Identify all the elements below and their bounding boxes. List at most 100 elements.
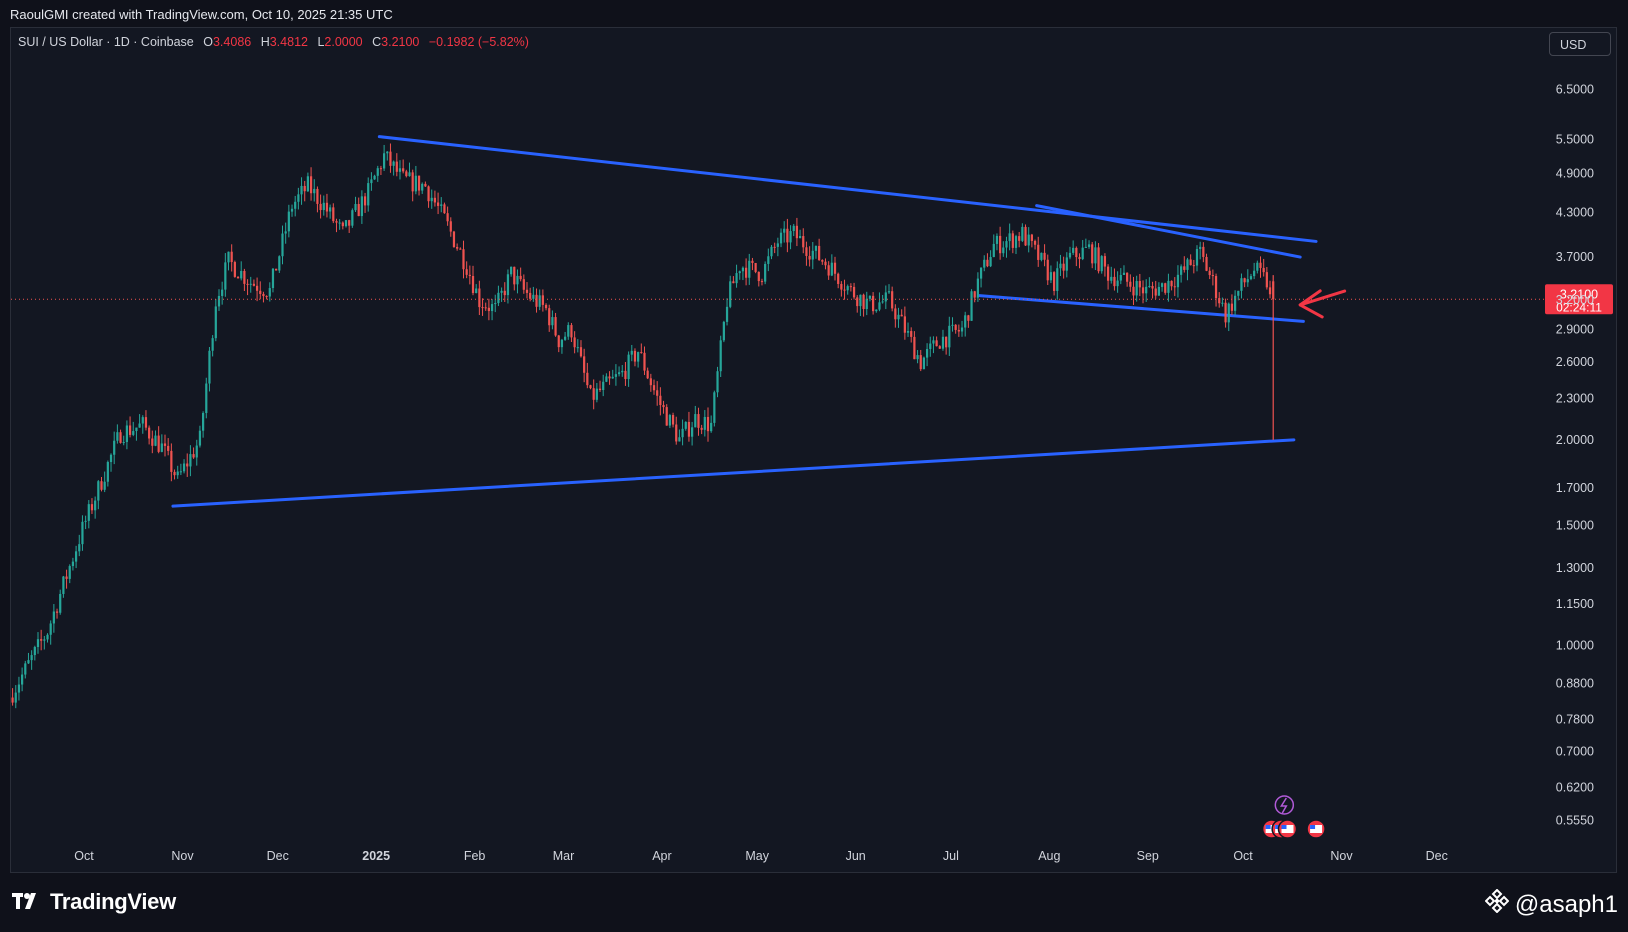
candle-body: [74, 551, 78, 562]
candle-body: [348, 220, 351, 226]
candle-body: [557, 335, 560, 348]
candle-body: [281, 233, 284, 257]
candle-body: [1154, 288, 1157, 296]
candle-body: [1072, 247, 1075, 253]
candle-body: [59, 593, 62, 613]
candle-body: [1056, 268, 1059, 291]
candle-body: [957, 329, 960, 332]
candle-body: [271, 268, 275, 289]
candle-body: [894, 308, 897, 320]
candle-body: [198, 430, 202, 446]
candle-body: [109, 454, 113, 463]
candle-body: [452, 231, 456, 248]
price-tick-label: 3.2000: [1556, 293, 1594, 307]
candle-body: [802, 236, 805, 248]
price-tick-label: 6.5000: [1556, 83, 1594, 97]
candle-body: [827, 265, 830, 276]
candle-body: [522, 279, 525, 290]
candle-body: [1043, 252, 1046, 260]
tradingview-brand[interactable]: TradingView: [12, 889, 176, 915]
candle-body: [1008, 233, 1011, 242]
candle-body: [1202, 246, 1205, 257]
candle-body: [138, 423, 141, 428]
candle-body: [52, 611, 55, 624]
candle-body: [1227, 303, 1230, 323]
candle-body: [630, 350, 633, 355]
candle-body: [62, 576, 65, 594]
candle-body: [430, 197, 433, 202]
candle-body: [382, 153, 386, 169]
candle-body: [903, 316, 906, 333]
price-tick-label: 0.7000: [1556, 745, 1594, 759]
candle-body: [68, 566, 71, 579]
candle-body: [964, 315, 967, 328]
candle-body: [808, 255, 811, 260]
candle-body: [1186, 259, 1189, 270]
candle-body: [201, 413, 205, 431]
candle-body: [421, 183, 424, 191]
candle-body: [182, 463, 186, 472]
candle-body: [465, 269, 468, 275]
candle-body: [1243, 278, 1246, 283]
candle-body: [1024, 226, 1027, 246]
candle-body: [605, 376, 608, 382]
candle-body: [125, 425, 129, 443]
candle-body: [640, 352, 643, 354]
candle-body: [154, 435, 157, 446]
candle-body: [744, 267, 748, 278]
candle-body: [265, 296, 268, 298]
candle-body: [1253, 270, 1256, 277]
candle-body: [456, 247, 459, 249]
candle-body: [167, 445, 170, 451]
currency-button[interactable]: USD: [1549, 32, 1611, 56]
candle-body: [11, 697, 14, 703]
time-tick-label: Aug: [1038, 849, 1060, 863]
candle-body: [662, 405, 665, 408]
candle-body: [751, 260, 754, 263]
candle-body: [999, 235, 1002, 254]
price-tick-label: 0.6200: [1556, 781, 1594, 795]
candle-body: [163, 443, 167, 446]
candle-body: [576, 347, 579, 349]
candle-body: [33, 647, 36, 656]
watermark-handle: @asaph1: [1514, 890, 1618, 918]
candle-body: [275, 268, 278, 271]
candle-body: [687, 421, 691, 437]
candle-body: [1100, 256, 1103, 272]
candles-layer: [11, 143, 1275, 709]
candle-body: [240, 270, 243, 279]
candle-body: [783, 228, 786, 233]
candle-body: [868, 295, 872, 299]
candle-body: [1081, 247, 1084, 260]
time-tick-label: May: [745, 849, 769, 863]
candle-body: [1189, 259, 1192, 266]
candle-body: [656, 390, 659, 396]
candle-body: [306, 176, 310, 192]
candle-body: [17, 684, 21, 693]
chart-pane[interactable]: [10, 27, 1617, 873]
candle-body: [1160, 283, 1164, 287]
candle-body: [313, 188, 316, 194]
candle-body: [865, 298, 868, 310]
candle-body: [103, 481, 106, 490]
candle-body: [1030, 234, 1033, 241]
candle-body: [443, 204, 446, 214]
candle-body: [649, 378, 652, 386]
candle-body: [424, 183, 427, 187]
candle-body: [560, 339, 564, 348]
price-tick-label: 0.8800: [1556, 677, 1594, 691]
candle-body: [141, 417, 144, 424]
candle-body: [65, 576, 68, 579]
candle-body: [1246, 279, 1249, 283]
candle-body: [252, 283, 256, 286]
us-flag-canton: [1281, 825, 1287, 829]
candle-body: [852, 286, 856, 298]
candle-body: [881, 301, 884, 303]
candle-body: [1268, 287, 1272, 295]
candle-body: [300, 185, 303, 195]
candle-body: [459, 248, 462, 250]
candle-body: [1027, 234, 1030, 246]
candle-body: [236, 276, 240, 279]
candle-body: [160, 443, 163, 452]
